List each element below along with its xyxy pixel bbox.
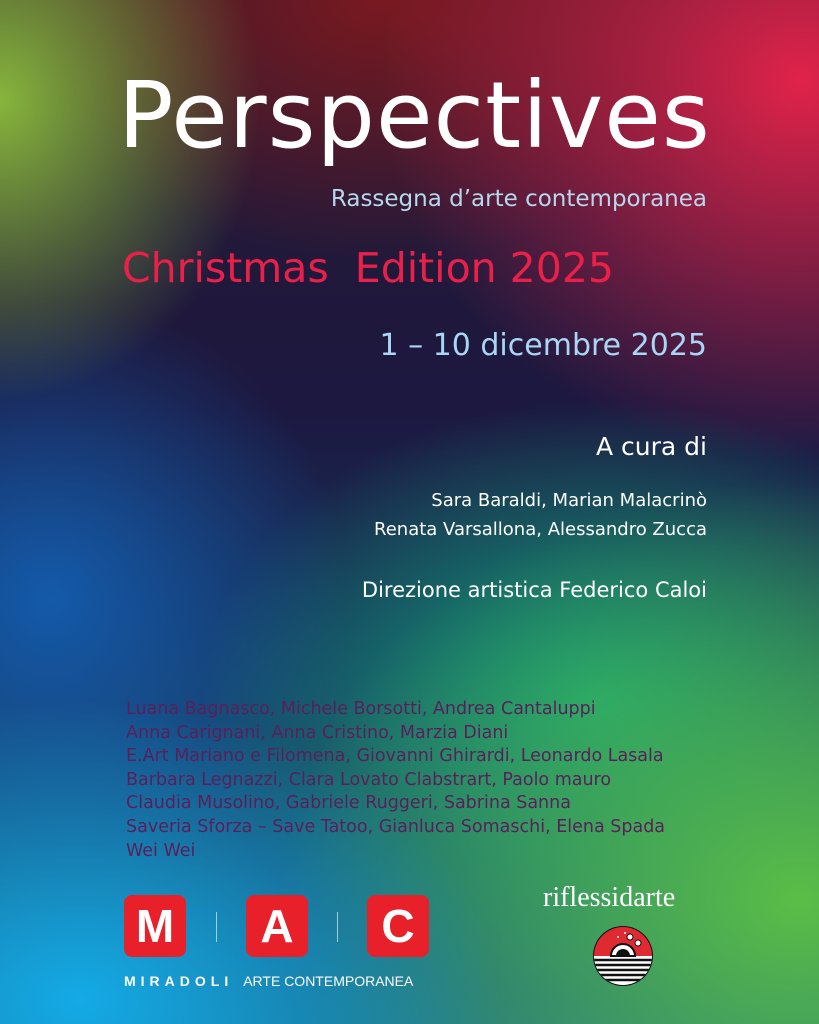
poster-title: Perspectives (118, 62, 711, 169)
artists-line: Anna Carignani, Anna Cristino, Marzia Di… (126, 722, 509, 743)
artists-line: Luana Bagnasco, Michele Borsotti, Andrea… (126, 699, 596, 719)
artists-line: Saveria Sforza – Save Tatoo, Gianluca So… (126, 816, 666, 837)
divider (337, 912, 338, 942)
artists-line: E.Art Mariano e Filomena, Giovanni Ghira… (126, 746, 664, 767)
artistic-direction: Direzione artistica Federico Caloi (361, 578, 707, 602)
curated-by-label: A cura di (596, 432, 707, 461)
artists-line: Barbara Legnazzi, Clara Lovato Clabstrar… (126, 769, 612, 790)
artists-line: Wei Wei (126, 840, 196, 861)
sunset-sea-emblem-icon (592, 925, 654, 991)
event-dates: 1 – 10 dicembre 2025 (379, 328, 707, 363)
mac-logo-caption: MIRADOLI ARTE CONTEMPORANEA (124, 973, 413, 989)
edition-title: Christmas Edition 2025 (122, 244, 615, 292)
mac-name: MIRADOLI (124, 973, 234, 989)
curators-line: Renata Varsallona, Alessandro Zucca (374, 519, 707, 540)
mac-logo-letter: A (246, 895, 308, 957)
mac-logo-letter: C (367, 895, 429, 957)
riflessidarte-logo-text: riflessidarte (543, 882, 676, 913)
poster-subtitle: Rassegna d’arte contemporanea (330, 186, 707, 212)
mac-tagline: ARTE CONTEMPORANEA (243, 973, 414, 989)
artists-list: Luana Bagnasco, Michele Borsotti, Andrea… (126, 698, 665, 863)
curators-line: Sara Baraldi, Marian Malacrinò (431, 490, 707, 511)
mac-logo-letter: M (124, 895, 186, 957)
artists-line: Claudia Musolino, Gabriele Ruggeri, Sabr… (126, 793, 571, 814)
divider (216, 912, 217, 942)
